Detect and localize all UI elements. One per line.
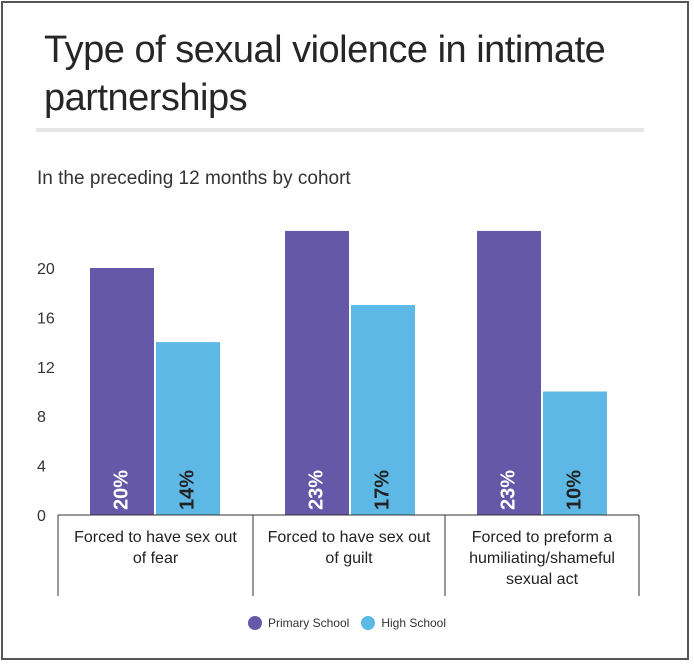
category-label: Forced to have sex out [74,529,237,546]
y-tick-label: 8 [37,409,46,426]
legend-item: High School [361,616,446,630]
legend-label: Primary School [267,616,350,630]
bar-high-2 [543,391,607,515]
y-tick-label: 16 [37,310,55,327]
bar-high-0 [156,342,220,515]
legend-item: Primary School [247,616,350,630]
bar-value-label: 23% [305,470,327,510]
chart-subtitle: In the preceding 12 months by cohort [37,168,351,189]
y-tick-label: 20 [37,261,55,278]
bar-value-label: 14% [176,470,198,510]
y-tick-label: 0 [37,508,46,525]
bar-value-label: 20% [110,470,132,510]
legend-label: High School [381,616,447,630]
y-tick-label: 4 [37,459,46,476]
category-label: of guilt [325,550,373,567]
title-divider [36,128,644,132]
y-tick-label: 12 [37,360,55,377]
category-label: sexual act [506,571,579,588]
category-label: humiliating/shameful [469,550,615,567]
legend-swatch [361,616,376,630]
bar-value-label: 23% [497,470,519,510]
bar-value-label: 10% [563,470,585,510]
bar-primary-2 [477,230,541,515]
chart-title: Type of sexual violence in intimate part… [44,29,606,119]
category-label: Forced to preform a [472,529,613,546]
bar-high-1 [351,305,415,515]
legend-swatch [247,616,262,630]
bar-primary-1 [285,230,349,515]
category-label: Forced to have sex out [268,529,431,546]
category-label: of fear [133,550,179,567]
bar-primary-0 [90,268,154,515]
bar-value-label: 17% [371,470,393,510]
chart-legend: Primary School High School [0,616,694,630]
